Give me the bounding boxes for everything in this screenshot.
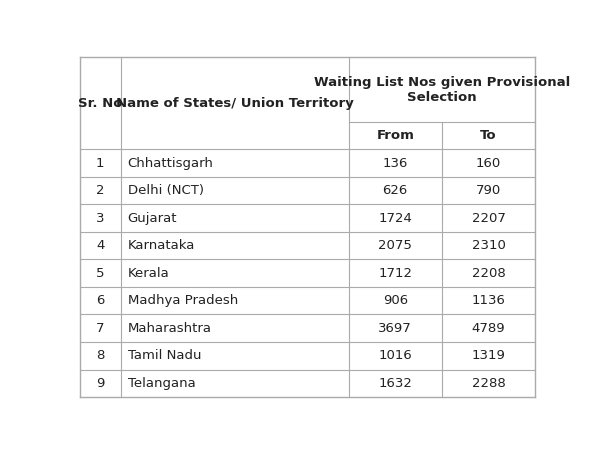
Text: Kerala: Kerala (128, 267, 169, 279)
Text: 1724: 1724 (378, 212, 412, 225)
Text: 2208: 2208 (472, 267, 506, 279)
Text: 4789: 4789 (472, 322, 505, 335)
Text: Delhi (NCT): Delhi (NCT) (128, 184, 203, 197)
Text: Tamil Nadu: Tamil Nadu (128, 349, 201, 362)
Text: 2207: 2207 (472, 212, 506, 225)
Text: 1136: 1136 (472, 294, 506, 307)
Text: 790: 790 (476, 184, 501, 197)
Text: 6: 6 (96, 294, 104, 307)
Text: 1319: 1319 (472, 349, 506, 362)
Text: 906: 906 (383, 294, 408, 307)
Text: 2: 2 (96, 184, 104, 197)
Text: Sr. No: Sr. No (78, 97, 122, 110)
Text: 5: 5 (96, 267, 104, 279)
Text: Chhattisgarh: Chhattisgarh (128, 157, 214, 170)
Text: 3: 3 (96, 212, 104, 225)
Text: To: To (481, 129, 497, 142)
Text: Gujarat: Gujarat (128, 212, 177, 225)
Text: 1016: 1016 (379, 349, 412, 362)
Text: Name of States/ Union Territory: Name of States/ Union Territory (116, 97, 353, 110)
Text: Madhya Pradesh: Madhya Pradesh (128, 294, 238, 307)
Text: 3697: 3697 (379, 322, 412, 335)
Text: From: From (376, 129, 414, 142)
Text: 7: 7 (96, 322, 104, 335)
Text: 2075: 2075 (378, 239, 412, 252)
Text: 1632: 1632 (378, 377, 412, 390)
Text: 9: 9 (96, 377, 104, 390)
Text: 136: 136 (383, 157, 408, 170)
Text: 160: 160 (476, 157, 501, 170)
Text: 2310: 2310 (472, 239, 506, 252)
Text: 1712: 1712 (378, 267, 412, 279)
Text: 4: 4 (96, 239, 104, 252)
Text: 1: 1 (96, 157, 104, 170)
Text: 8: 8 (96, 349, 104, 362)
Text: Waiting List Nos given Provisional
Selection: Waiting List Nos given Provisional Selec… (314, 76, 570, 104)
Text: Karnataka: Karnataka (128, 239, 195, 252)
Text: Maharashtra: Maharashtra (128, 322, 212, 335)
Text: 626: 626 (383, 184, 408, 197)
Text: 2288: 2288 (472, 377, 506, 390)
Text: Telangana: Telangana (128, 377, 196, 390)
